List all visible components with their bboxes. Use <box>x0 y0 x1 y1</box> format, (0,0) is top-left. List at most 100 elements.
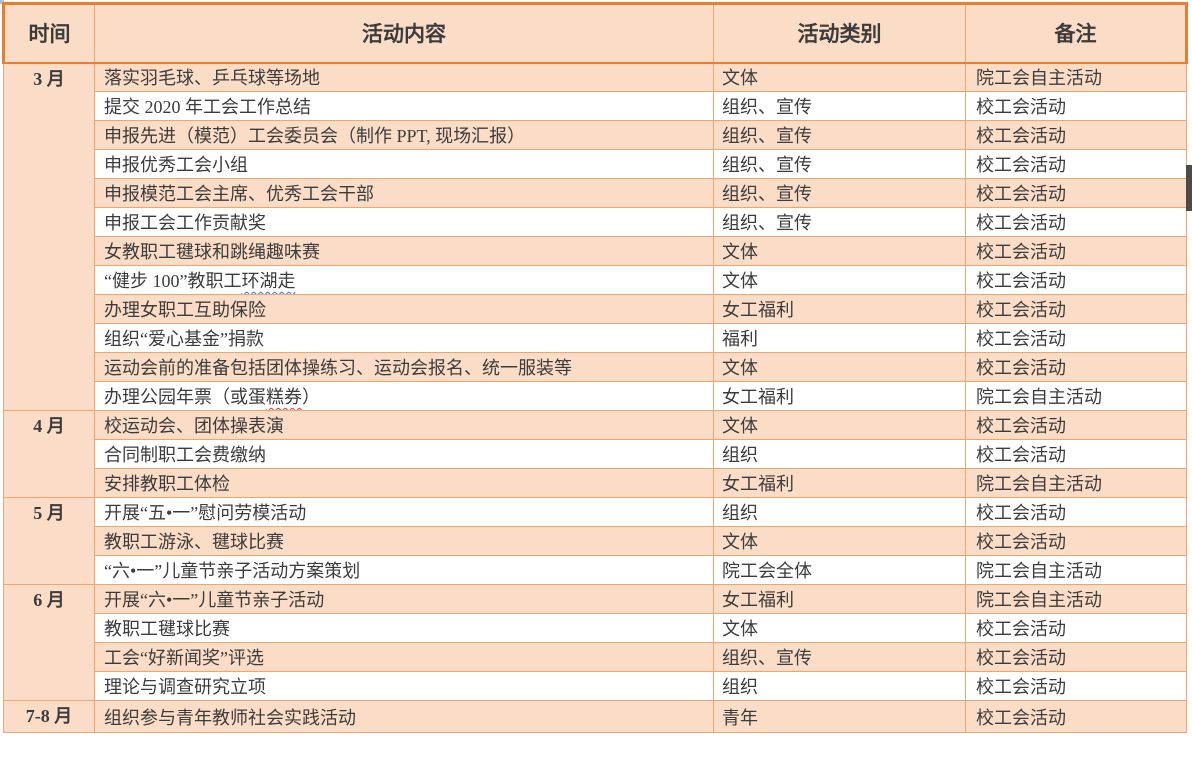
category-cell: 院工会全体 <box>713 555 966 585</box>
month-cell: 7-8 月 <box>3 700 95 733</box>
month-cell: 3 月 <box>3 62 95 411</box>
table-row: 申报优秀工会小组 组织、宣传 校工会活动 <box>4 149 1187 179</box>
category-cell: 文体 <box>713 526 966 556</box>
table-row: 组织“爱心基金”捐款 福利 校工会活动 <box>4 323 1187 353</box>
category-cell: 组织 <box>713 497 966 527</box>
table-header: 时间 活动内容 活动类别 备注 <box>2 2 1188 64</box>
activity-content-cell: 合同制职工会费缴纳 <box>94 439 714 469</box>
category-cell: 组织 <box>713 671 966 701</box>
category-cell: 组织 <box>713 439 966 469</box>
scrollbar-thumb[interactable] <box>1186 165 1192 211</box>
table-row: 申报工会工作贡献奖 组织、宣传 校工会活动 <box>4 207 1187 237</box>
category-cell: 组织、宣传 <box>713 120 966 150</box>
table-row: 申报模范工会主席、优秀工会干部 组织、宣传 校工会活动 <box>4 178 1187 208</box>
month-cell: 6 月 <box>3 584 95 701</box>
activity-content-cell: 落实羽毛球、乒乓球等场地 <box>94 62 714 92</box>
activity-content-cell: 申报模范工会主席、优秀工会干部 <box>94 178 714 208</box>
activity-content-cell: 申报先进（模范）工会委员会（制作 PPT, 现场汇报） <box>94 120 714 150</box>
table-row: “健步 100”教职工环湖走 文体 校工会活动 <box>4 265 1187 295</box>
remark-cell: 院工会自主活动 <box>965 555 1187 585</box>
table-row: 4 月校运动会、团体操表演 文体 校工会活动 <box>3 410 1187 498</box>
table-row: 安排教职工体检 女工福利 院工会自主活动 <box>4 468 1187 498</box>
category-cell: 女工福利 <box>713 584 966 614</box>
remark-cell: 校工会活动 <box>965 642 1187 672</box>
remark-cell: 院工会自主活动 <box>965 62 1187 92</box>
remark-cell: 校工会活动 <box>965 700 1187 733</box>
category-cell: 文体 <box>713 613 966 643</box>
table-row: 运动会前的准备包括团体操练习、运动会报名、统一服装等 文体 校工会活动 <box>4 352 1187 382</box>
month-cell: 4 月 <box>3 410 95 498</box>
activity-content-cell: 开展“六•一”儿童节亲子活动 <box>94 584 714 614</box>
table-row: 女教职工毽球和跳绳趣味赛 文体 校工会活动 <box>4 236 1187 266</box>
category-cell: 女工福利 <box>713 381 966 411</box>
table-row: 5 月开展“五•一”慰问劳模活动 组织 校工会活动 <box>3 497 1187 585</box>
header-row: 时间 活动内容 活动类别 备注 <box>2 2 1188 64</box>
activity-content-cell: 教职工毽球比赛 <box>94 613 714 643</box>
remark-cell: 校工会活动 <box>965 352 1187 382</box>
spellcheck-blue-squiggle: 环湖走 <box>241 271 296 291</box>
activity-content-cell: 组织“爱心基金”捐款 <box>94 323 714 353</box>
category-cell: 组织、宣传 <box>713 91 966 121</box>
activity-content-cell: “健步 100”教职工环湖走 <box>94 265 714 295</box>
spellcheck-red-squiggle: 糕券 <box>266 387 302 407</box>
remark-cell: 校工会活动 <box>965 497 1187 527</box>
activity-content-cell: 组织参与青年教师社会实践活动 <box>94 700 714 733</box>
category-cell: 文体 <box>713 410 966 440</box>
category-cell: 组织、宣传 <box>713 207 966 237</box>
table-row: 教职工毽球比赛 文体 校工会活动 <box>4 613 1187 643</box>
table-row: 办理女职工互助保险 女工福利 校工会活动 <box>4 294 1187 324</box>
remark-cell: 校工会活动 <box>965 613 1187 643</box>
category-cell: 组织、宣传 <box>713 642 966 672</box>
remark-cell: 校工会活动 <box>965 207 1187 237</box>
remark-cell: 校工会活动 <box>965 439 1187 469</box>
activity-content-cell: 教职工游泳、毽球比赛 <box>94 526 714 556</box>
remark-cell: 校工会活动 <box>965 323 1187 353</box>
header-cell-remark: 备注 <box>965 2 1188 64</box>
month-cell: 5 月 <box>3 497 95 585</box>
remark-cell: 校工会活动 <box>965 671 1187 701</box>
table-body: 3 月落实羽毛球、乒乓球等场地 文体 院工会自主活动 提交 2020 年工会工作总结组… <box>3 62 1187 733</box>
activity-content-cell: 安排教职工体检 <box>94 468 714 498</box>
category-cell: 女工福利 <box>713 468 966 498</box>
activity-content-cell: 理论与调查研究立项 <box>94 671 714 701</box>
remark-cell: 院工会自主活动 <box>965 381 1187 411</box>
activity-content-cell: 申报优秀工会小组 <box>94 149 714 179</box>
activity-content-cell: 申报工会工作贡献奖 <box>94 207 714 237</box>
table-row: 教职工游泳、毽球比赛 文体 校工会活动 <box>4 526 1187 556</box>
category-cell: 文体 <box>713 236 966 266</box>
activity-content-cell: 运动会前的准备包括团体操练习、运动会报名、统一服装等 <box>94 352 714 382</box>
remark-cell: 校工会活动 <box>965 149 1187 179</box>
category-cell: 文体 <box>713 62 966 92</box>
remark-cell: 校工会活动 <box>965 526 1187 556</box>
category-cell: 女工福利 <box>713 294 966 324</box>
table-row: 提交 2020 年工会工作总结 组织、宣传 校工会活动 <box>4 91 1187 121</box>
category-cell: 组织、宣传 <box>713 149 966 179</box>
header-cell-category: 活动类别 <box>713 2 966 64</box>
activity-schedule-table: 时间 活动内容 活动类别 备注 3 月落实羽毛球、乒乓球等场地 文体 院工会自主活动… <box>2 2 1188 733</box>
table-row: 7-8 月组织参与青年教师社会实践活动 青年 校工会活动 <box>3 700 1187 733</box>
table-row: 工会“好新闻奖”评选 组织、宣传 校工会活动 <box>4 642 1187 672</box>
table-row: 理论与调查研究立项 组织 校工会活动 <box>4 671 1187 701</box>
remark-cell: 校工会活动 <box>965 294 1187 324</box>
activity-content-cell: 校运动会、团体操表演 <box>94 410 714 440</box>
category-cell: 文体 <box>713 352 966 382</box>
table-row: 合同制职工会费缴纳 组织 校工会活动 <box>4 439 1187 469</box>
category-cell: 青年 <box>713 700 966 733</box>
category-cell: 组织、宣传 <box>713 178 966 208</box>
table-handle-artifact <box>0 0 4 4</box>
activity-content-cell: 开展“五•一”慰问劳模活动 <box>94 497 714 527</box>
header-cell-time: 时间 <box>2 2 95 64</box>
remark-cell: 院工会自主活动 <box>965 468 1187 498</box>
table-row: 申报先进（模范）工会委员会（制作 PPT, 现场汇报） 组织、宣传 校工会活动 <box>4 120 1187 150</box>
remark-cell: 校工会活动 <box>965 178 1187 208</box>
remark-cell: 校工会活动 <box>965 120 1187 150</box>
remark-cell: 校工会活动 <box>965 410 1187 440</box>
header-cell-content: 活动内容 <box>94 2 714 64</box>
table-row: 6 月开展“六•一”儿童节亲子活动 女工福利 院工会自主活动 <box>3 584 1187 701</box>
remark-cell: 校工会活动 <box>965 91 1187 121</box>
activity-content-cell: 女教职工毽球和跳绳趣味赛 <box>94 236 714 266</box>
category-cell: 文体 <box>713 265 966 295</box>
activity-content-cell: 提交 2020 年工会工作总结 <box>94 91 714 121</box>
table-row: 办理公园年票（或蛋糕券） 女工福利 院工会自主活动 <box>4 381 1187 411</box>
